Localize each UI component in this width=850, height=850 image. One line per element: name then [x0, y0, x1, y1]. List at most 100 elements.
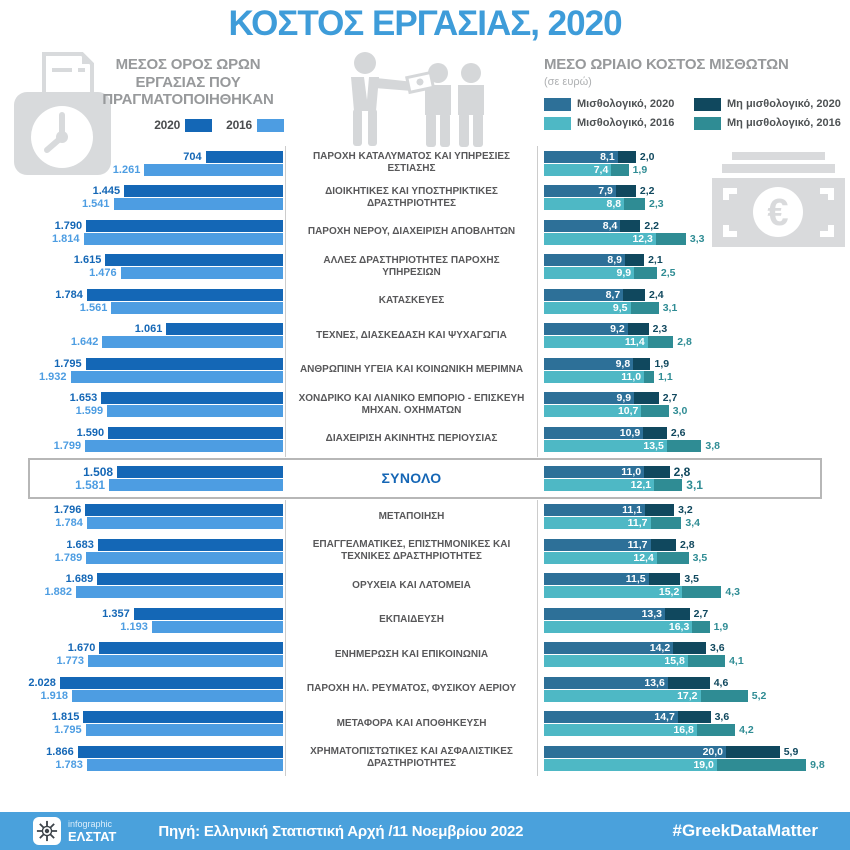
hours-bar-2016 [88, 655, 283, 668]
hours-chart-cell: 1.866 1.783 [0, 741, 285, 776]
hours-value-2020: 1.689 [65, 573, 94, 586]
nonwage-bar-2020 [665, 607, 690, 620]
chart-row: 1.866 1.783 ΧΡΗΜΑΤΟΠΙΣΤΩΤΙΚΕΣ ΚΑΙ ΑΣΦΑΛΙΣΤ… [0, 741, 850, 776]
hours-bar-2020 [124, 185, 283, 198]
hours-value-2020: 1.683 [66, 538, 94, 551]
hours-bar-2016 [86, 517, 283, 530]
wage-bar-2016: 12,4 [544, 551, 657, 564]
hours-bar-2016 [111, 301, 283, 314]
nonwage-value-2020: 2,3 [652, 323, 668, 336]
people-payment-icon [351, 52, 484, 147]
hours-bar-group-2016: 1.599 [76, 405, 283, 418]
hashtag-text: #GreekDataMatter [672, 821, 818, 840]
hours-bar-group-2016: 1.261 [113, 163, 283, 176]
legend-label-2020: 2020 [154, 118, 181, 133]
wage-bar-2020: 14,2 [544, 642, 674, 655]
cost-chart-cell: 11,5 3,5 15,2 4,3 [538, 569, 850, 604]
cost-bar-group-2020: 14,7 3,6 [544, 711, 850, 724]
hours-bar-2020 [108, 426, 283, 439]
chart-row: 1.689 1.882 ΟΡΥΧΕΙΑ ΚΑΙ ΛΑΤΟΜΕΙΑ 11,5 3,5 15,… [0, 568, 850, 604]
right-chart-title: ΜΕΣΟ ΩΡΙΑΙΟ ΚΟΣΤΟΣ ΜΙΣΘΩΤΩΝ [544, 56, 789, 73]
wage-bar-2020: 8,4 [544, 219, 621, 232]
wage-bar-2016: 11,7 [544, 517, 651, 530]
hours-bar-group-2020: 1.445 [93, 185, 283, 198]
hours-value-2020: 1.670 [67, 642, 96, 655]
cost-chart-cell: 11,1 3,2 11,7 3,4 [538, 500, 850, 535]
hours-bar-group-2016: 1.789 [55, 551, 283, 564]
nonwage-bar-2016 [656, 551, 689, 564]
hours-bar-2016 [120, 267, 283, 280]
hours-value-2020: 1.796 [53, 504, 82, 517]
cost-bar-group-2020: 11,5 3,5 [544, 573, 850, 586]
wage-bar-2016: 17,2 [544, 689, 701, 702]
hours-bar-group-2016: 1.799 [54, 439, 283, 452]
category-label: ΠΑΡΟΧΗ ΗΛ. ΡΕΥΜΑΤΟΣ, ΦΥΣΙΚΟΥ ΑΕΡΙΟΥ [285, 672, 538, 707]
hours-value-2020: 1.790 [54, 219, 83, 232]
hours-chart-cell: 1.689 1.882 [0, 569, 285, 604]
nonwage-bar-2016 [696, 724, 736, 737]
cost-bar-group-2016: 19,0 9,8 [544, 758, 850, 771]
category-label: ΑΝΘΡΩΠΙΝΗ ΥΓΕΙΑ ΚΑΙ ΚΟΙΝΩΝΙΚΗ ΜΕΡΙΜΝΑ [285, 353, 538, 388]
category-label: ΕΝΗΜΕΡΩΣΗ ΚΑΙ ΕΠΙΚΟΙΝΩΝΙΑ [285, 637, 538, 672]
hours-value-2020: 704 [183, 150, 202, 163]
nonwage-bar-2020 [633, 357, 651, 370]
category-label: ΧΡΗΜΑΤΟΠΙΣΤΩΤΙΚΕΣ ΚΑΙ ΑΣΦΑΛΙΣΤΙΚΕΣ ΔΡΑΣΤ… [285, 741, 538, 776]
legend-item-wage-2020: Μισθολογικό, 2020 [544, 96, 694, 113]
hours-value-2020: 1.866 [46, 745, 74, 758]
cost-bar-group-2016: 7,4 1,9 [544, 163, 850, 176]
legend-label-nonwage-2020: Μη μισθολογικό, 2020 [727, 98, 841, 111]
cost-bar-group-2020: 9,2 2,3 [544, 323, 850, 336]
nonwage-bar-2016 [611, 163, 629, 176]
cost-bar-group-2020: 11,7 2,8 [544, 538, 850, 551]
nonwage-bar-2020 [726, 745, 780, 758]
logo-infographic-label: infographic [68, 818, 113, 829]
hours-bar-2020 [86, 288, 283, 301]
hours-value-2020: 1.653 [69, 392, 98, 405]
nonwage-value-2016: 2,3 [648, 198, 664, 211]
hours-bar-2020 [205, 150, 283, 163]
nonwage-bar-2020 [667, 676, 710, 689]
wage-bar-2020: 11,7 [544, 538, 651, 551]
nonwage-bar-2020 [645, 504, 675, 517]
nonwage-value-2016: 2,8 [677, 336, 692, 349]
nonwage-value-2020: 2,1 [648, 254, 663, 267]
hours-bar-group-2016: 1.642 [71, 336, 283, 349]
hours-value-2016: 1.882 [44, 586, 72, 599]
hours-chart-cell: 704 1.261 [0, 146, 285, 181]
hours-bar-2020 [85, 504, 283, 517]
nonwage-value-2020: 2,7 [662, 392, 678, 405]
hours-bar-2016 [151, 620, 283, 633]
wage-bar-2020: 13,3 [544, 607, 665, 620]
hours-bar-group-2016: 1.814 [52, 232, 283, 245]
wage-bar-2020: 9,8 [544, 357, 634, 370]
legend-swatch-2016 [257, 118, 284, 132]
wage-bar-2016: 8,8 [544, 198, 625, 211]
hours-bar-2016 [107, 405, 283, 418]
right-chart-header: ΜΕΣΟ ΩΡΙΑΙΟ ΚΟΣΤΟΣ ΜΙΣΘΩΤΩΝ (σε ευρώ) Μι… [544, 56, 846, 132]
hours-value-2016: 1.918 [40, 689, 68, 702]
cost-bar-group-2016: 11,4 2,8 [544, 336, 850, 349]
hours-bar-2020 [86, 219, 283, 232]
wage-bar-2016: 10,7 [544, 405, 642, 418]
wage-bar-2020: 14,7 [544, 711, 678, 724]
cost-bar-group-2016: 17,2 5,2 [544, 689, 850, 702]
cost-bar-group-2016: 15,2 4,3 [544, 586, 850, 599]
wage-bar-2020: 8,1 [544, 150, 618, 163]
hours-bar-2016 [86, 758, 283, 771]
cost-bar-group-2020: 11,1 3,2 [544, 504, 850, 517]
hours-bar-2020 [97, 538, 283, 551]
cost-bar-group-2020: 9,9 2,7 [544, 392, 850, 405]
nonwage-bar-2020 [644, 465, 670, 478]
nonwage-value-2016: 4,3 [725, 586, 740, 599]
cost-chart-cell: 8,4 2,2 12,3 3,3 [538, 215, 850, 250]
chart-row: 1.357 1.193 ΕΚΠΑΙΔΕΥΣΗ 13,3 2,7 16,3 1,9 [0, 603, 850, 638]
cost-chart-cell: 13,6 4,6 17,2 5,2 [538, 672, 850, 707]
hours-bar-2020 [117, 465, 283, 478]
cost-chart-cell: 11,7 2,8 12,4 3,5 [538, 534, 850, 569]
nonwage-value-2016: 1,1 [658, 370, 673, 383]
hours-bar-2016 [86, 551, 283, 564]
cost-bar-group-2016: 10,7 3,0 [544, 405, 850, 418]
wage-bar-2016: 12,3 [544, 232, 656, 245]
hours-value-2016: 1.795 [54, 724, 82, 737]
